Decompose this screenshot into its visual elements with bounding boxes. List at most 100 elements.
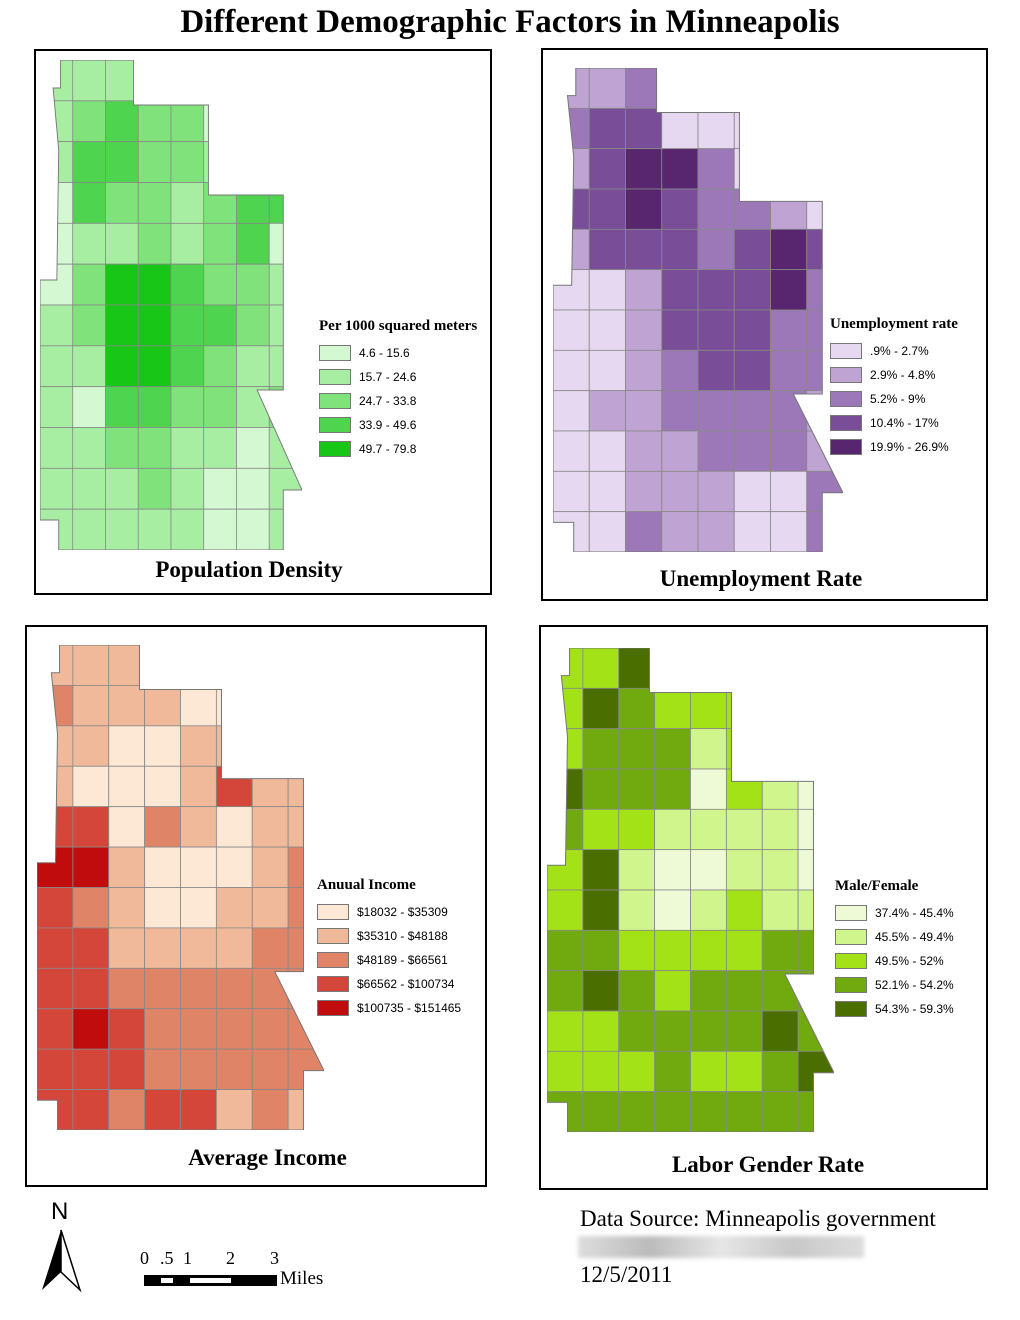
tract-cell	[236, 182, 270, 224]
tract-cell	[203, 345, 237, 388]
tract-cell	[137, 263, 172, 306]
tract-cell	[654, 808, 691, 851]
tract-cell	[761, 929, 799, 972]
scale-bar-graphic	[144, 1275, 277, 1286]
tract-cell	[733, 349, 771, 392]
tract-cell	[553, 68, 590, 109]
tract-cell	[170, 263, 205, 306]
labor-gender-rate-title: Labor Gender Rate	[671, 1152, 865, 1177]
tract-cell	[72, 725, 110, 767]
tract-cell	[105, 141, 139, 183]
tract-cell	[553, 188, 590, 230]
legend-label: $66562 - $100734	[357, 977, 455, 991]
north-arrow-icon	[42, 1229, 82, 1293]
tract-cell	[733, 68, 771, 109]
tract-cell	[770, 309, 808, 351]
scale-tick: 0	[140, 1248, 149, 1268]
legend-item: 19.9% - 26.9%	[830, 435, 958, 459]
legend-swatch	[319, 345, 351, 361]
legend-swatch	[835, 929, 867, 945]
tract-cell	[797, 728, 834, 770]
legend-label: 4.6 - 15.6	[359, 346, 410, 360]
north-label: N	[51, 1198, 69, 1225]
tract-cell	[37, 967, 74, 1010]
tract-cell	[144, 765, 181, 808]
legend-swatch	[317, 904, 349, 920]
average-income-map	[37, 645, 324, 1130]
tract-cell	[137, 386, 172, 428]
tract-cell	[203, 386, 237, 428]
tract-cell	[806, 511, 843, 552]
legend-label: 2.9% - 4.8%	[870, 368, 936, 382]
tract-cell	[268, 141, 302, 183]
tract-cell	[690, 1091, 727, 1132]
tract-cell	[547, 1010, 584, 1052]
tract-cell	[797, 889, 834, 931]
tract-cell	[287, 1089, 324, 1130]
tract-cell	[661, 511, 699, 552]
tract-cell	[108, 1048, 146, 1090]
tract-cell	[268, 100, 302, 143]
legend-item: 49.7 - 79.8	[319, 437, 477, 461]
tract-cell	[137, 182, 172, 224]
tract-cell	[236, 141, 270, 183]
tract-cell	[582, 687, 620, 730]
legend-label: 19.9% - 26.9%	[870, 440, 949, 454]
tract-cell	[180, 887, 217, 929]
legend-swatch	[319, 441, 351, 457]
tract-cell	[661, 148, 699, 190]
tract-cell	[105, 182, 139, 224]
legend-label: 37.4% - 45.4%	[875, 906, 954, 920]
tract-cell	[144, 887, 181, 929]
legend-swatch	[830, 391, 862, 407]
tract-cell	[37, 927, 74, 969]
tract-cell	[251, 1008, 289, 1050]
legend-item: $66562 - $100734	[317, 972, 461, 996]
tract-cell	[553, 349, 590, 392]
legend-item: $18032 - $35309	[317, 900, 461, 924]
tract-cell	[251, 725, 289, 767]
tract-cell	[108, 645, 146, 686]
tract-cell	[625, 309, 663, 351]
legend-swatch	[835, 1001, 867, 1017]
tract-cell	[144, 806, 181, 848]
scale-tick: 2	[226, 1248, 235, 1268]
legend-title: Anuual Income	[317, 877, 416, 893]
tract-cell	[215, 927, 253, 969]
data-source: Data Source: Minneapolis government	[580, 1206, 936, 1231]
tract-cell	[72, 182, 106, 224]
tract-cell	[547, 970, 584, 1012]
tract-cell	[215, 1089, 253, 1130]
tract-cell	[661, 107, 699, 150]
tract-cell	[215, 1048, 253, 1090]
average-income-title: Average Income	[188, 1145, 347, 1170]
tract-cell	[618, 687, 656, 730]
tract-cell	[588, 107, 626, 150]
legend-swatch	[830, 415, 862, 431]
panel-average-income	[25, 625, 487, 1187]
tract-cell	[618, 1091, 656, 1132]
tract-cell	[725, 889, 763, 931]
tract-cell	[105, 508, 139, 550]
tract-cell	[806, 269, 843, 311]
tract-cell	[625, 269, 663, 311]
page-title: Different Demographic Factors in Minneap…	[180, 4, 840, 40]
tract-cell	[40, 263, 74, 306]
unemployment-rate-legend: Unemployment rate .9% - 2.7% 2.9% - 4.8% 5.…	[830, 316, 958, 459]
tract-cell	[806, 470, 843, 513]
tract-cell	[72, 806, 110, 848]
tract-cell	[72, 887, 110, 929]
city-boundary	[547, 648, 834, 1132]
tract-cell	[797, 1091, 834, 1132]
tract-cell	[40, 427, 74, 469]
tract-cell	[654, 1010, 691, 1052]
tract-cell	[37, 1008, 74, 1050]
tract-cell	[105, 467, 139, 510]
tract-cell	[725, 970, 763, 1012]
tract-cell	[654, 1050, 691, 1093]
tract-cell	[170, 508, 205, 550]
tract-cell	[37, 806, 74, 848]
unemployment-rate-title: Unemployment Rate	[659, 566, 863, 591]
tract-cell	[170, 467, 205, 510]
